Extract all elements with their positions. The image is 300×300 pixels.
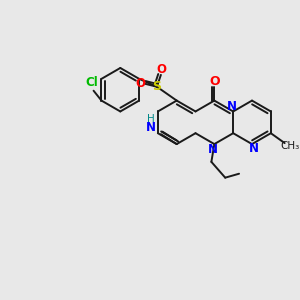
Text: Cl: Cl <box>85 76 98 89</box>
Text: H: H <box>147 114 155 124</box>
Text: S: S <box>152 80 161 93</box>
Text: N: N <box>249 142 259 154</box>
Text: O: O <box>135 77 145 90</box>
Text: O: O <box>157 64 167 76</box>
Text: O: O <box>209 75 220 88</box>
Text: N: N <box>146 121 156 134</box>
Text: CH₃: CH₃ <box>280 141 299 151</box>
Text: N: N <box>208 142 218 155</box>
Text: N: N <box>227 100 237 113</box>
